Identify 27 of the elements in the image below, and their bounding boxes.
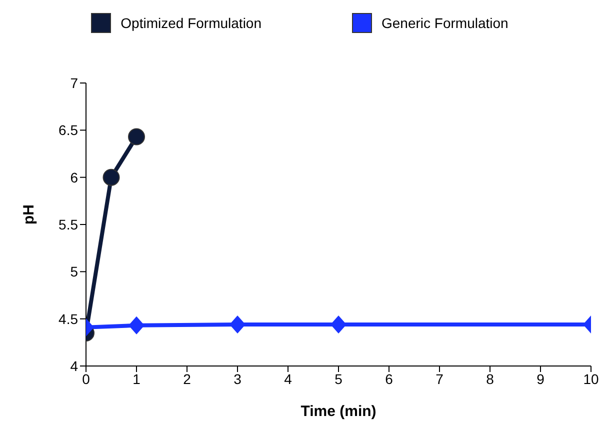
y-tick-label: 6.5: [58, 122, 78, 138]
y-tick-label: 5: [70, 264, 78, 280]
x-tick-label: 8: [486, 370, 494, 387]
x-tick-label: 6: [385, 370, 394, 387]
x-tick-label: 1: [132, 370, 141, 387]
y-tick-label: 7: [70, 74, 78, 91]
legend-label: Optimized Formulation: [120, 15, 262, 31]
y-axis-title: pH: [20, 204, 38, 224]
x-tick-label: 10: [583, 370, 599, 387]
x-tick-label: 7: [436, 370, 444, 387]
x-tick-label: 3: [234, 370, 242, 387]
y-tick-label: 5.5: [58, 216, 78, 232]
x-tick-label: 2: [183, 370, 192, 387]
y-tick-label: 6: [70, 169, 78, 186]
x-axis-title: Time (min): [300, 403, 376, 420]
point: [102, 168, 120, 186]
x-tick-label: 4: [284, 370, 292, 387]
x-tick-label: 5: [334, 370, 343, 387]
x-tick-label: 0: [82, 370, 90, 387]
legend-label: Generic Formulation: [382, 15, 508, 31]
x-tick-label: 9: [536, 370, 545, 387]
point: [128, 316, 144, 334]
y-tick-label: 4.5: [58, 310, 78, 327]
point: [330, 315, 346, 334]
point: [230, 315, 246, 334]
point: [128, 128, 145, 146]
y-tick-label: 4: [70, 358, 78, 374]
